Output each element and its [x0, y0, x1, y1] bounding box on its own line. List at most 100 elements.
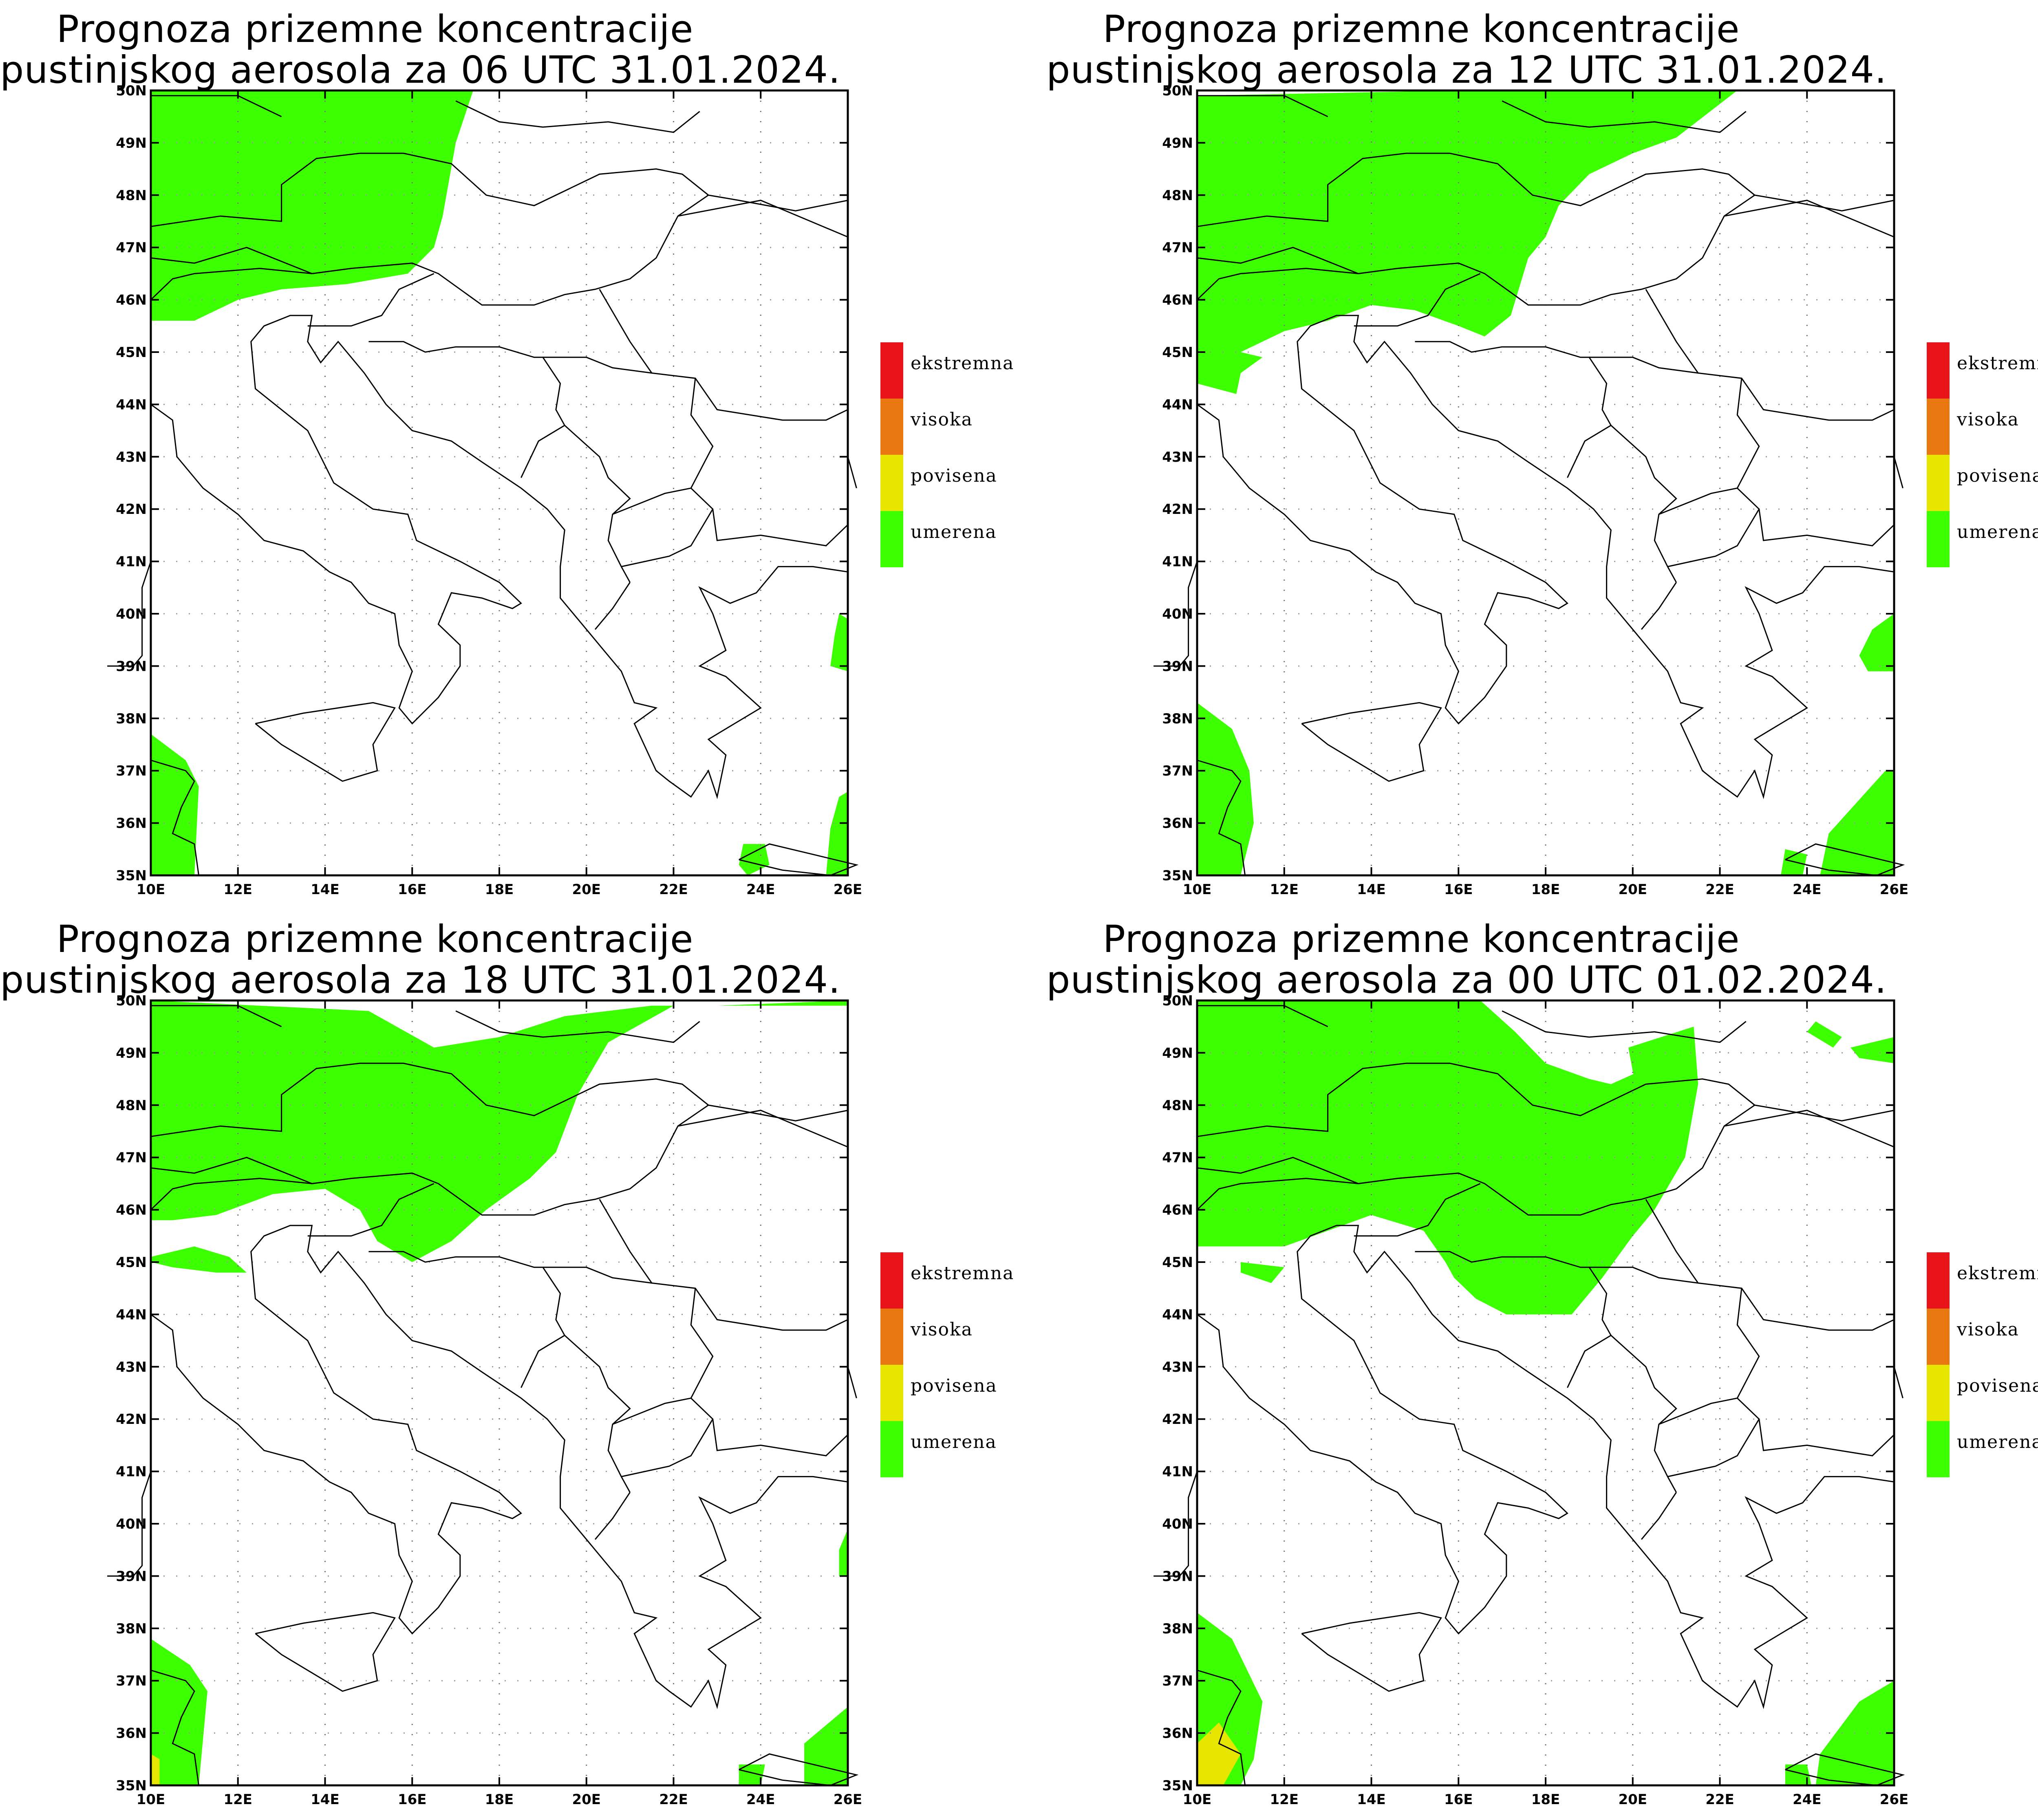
coastline [255, 1612, 396, 1692]
lon-tick-label: 24E [1793, 1791, 1822, 1808]
lat-tick-label: 43N [1162, 1359, 1193, 1375]
country-border [621, 378, 714, 567]
lon-tick-label: 14E [1357, 881, 1386, 898]
lat-tick-label: 45N [116, 1254, 147, 1271]
lon-tick-label: 10E [137, 1791, 165, 1808]
lat-tick-label: 42N [116, 1411, 147, 1428]
country-border [1197, 152, 1895, 227]
country-border [455, 100, 700, 133]
panel-title-line2: pustinjskog aerosola za 18 UTC 31.01.202… [0, 958, 841, 1002]
country-border [543, 1267, 848, 1331]
country-border [1502, 1010, 1747, 1043]
legend-label-povisena: povisena [1957, 465, 2038, 486]
legend-label-ekstremna: ekstremna [1957, 353, 2038, 374]
lat-tick-label: 36N [1162, 1725, 1193, 1742]
lat-tick-label: 41N [116, 554, 147, 570]
country-border [1589, 357, 1895, 421]
country-border [1645, 289, 1699, 374]
country-border [564, 1335, 631, 1493]
map-00utc: 10E 12E 14E 16E 18E 20E 22E 24E 26E 35N 36N 37N 38N 3… [1154, 993, 1908, 1808]
lat-tick-label: 35N [1162, 868, 1193, 884]
lat-tick-label: 45N [116, 344, 147, 361]
lon-tick-label: 22E [659, 881, 688, 898]
lon-tick-label: 16E [1444, 881, 1473, 898]
lon-tick-label: 12E [223, 1791, 252, 1808]
lat-tick-label: 40N [116, 1516, 147, 1532]
country-border [543, 357, 848, 421]
dust-moderate-area [1197, 703, 1254, 875]
lon-tick-label: 20E [1618, 881, 1647, 898]
dust-moderate-area [1807, 1021, 1842, 1048]
country-border [599, 289, 653, 374]
lat-tick-label: 39N [1162, 658, 1193, 674]
country-border [1354, 1183, 1481, 1237]
lat-tick-label: 41N [116, 1464, 147, 1480]
forecast-panel-12utc: Prognoza prizemne koncentracije pustinjs… [1046, 0, 2038, 910]
country-border [1667, 378, 1760, 567]
lat-tick-label: 48N [116, 187, 147, 204]
lon-tick-label: 24E [746, 881, 775, 898]
lon-tick-label: 16E [1444, 1791, 1473, 1808]
country-border [1724, 200, 1895, 238]
country-border [621, 1288, 714, 1477]
lat-tick-label: 44N [1162, 397, 1193, 413]
lon-tick-label: 14E [311, 881, 340, 898]
lat-tick-label: 41N [1162, 554, 1193, 570]
lon-tick-label: 24E [1793, 881, 1822, 898]
lat-tick-label: 38N [1162, 1621, 1193, 1637]
legend-swatch-povisena [880, 1365, 903, 1421]
country-border [594, 1492, 631, 1540]
country-border [1589, 1267, 1895, 1331]
panel-title-line1: Prognoza prizemne koncentracije [56, 7, 694, 51]
lon-tick-label: 20E [572, 881, 601, 898]
lat-tick-label: 47N [116, 1150, 147, 1166]
legend-label-umerena: umerena [1957, 522, 2038, 542]
lon-tick-label: 22E [659, 1791, 688, 1808]
lat-tick-label: 39N [116, 1568, 147, 1584]
panel-title: Prognoza prizemne koncentracije pustinjs… [1046, 9, 1886, 90]
lon-tick-label: 12E [223, 881, 252, 898]
lon-tick-label: 26E [834, 881, 862, 898]
country-border [1354, 273, 1481, 327]
lon-tick-label: 22E [1705, 1791, 1734, 1808]
legend-label-povisena: povisena [911, 1375, 997, 1396]
legend-label-umerena: umerena [911, 522, 997, 542]
lat-tick-label: 37N [116, 1673, 147, 1689]
dust-moderate-area [826, 791, 848, 875]
legend-label-visoka: visoka [911, 1319, 973, 1340]
dust-elevated-area [1197, 1722, 1241, 1785]
coastline [150, 1225, 848, 1710]
lat-tick-label: 45N [1162, 1254, 1193, 1271]
coastline [739, 1753, 859, 1786]
coastline [150, 315, 848, 800]
lat-tick-label: 47N [1162, 1150, 1193, 1166]
dust-moderate-area [1859, 614, 1894, 672]
legend: ekstremna visoka povisena umerena [1927, 342, 2038, 571]
lat-tick-label: 36N [116, 1725, 147, 1742]
coastline [739, 843, 859, 876]
lat-tick-label: 39N [116, 658, 147, 674]
lat-tick-label: 35N [1162, 1778, 1193, 1794]
lat-tick-label: 50N [116, 993, 147, 1009]
country-border [150, 1104, 709, 1216]
panel-title-line2: pustinjskog aerosola za 00 UTC 01.02.202… [1046, 958, 1887, 1002]
lon-tick-label: 14E [311, 1791, 340, 1808]
lon-tick-label: 16E [398, 881, 427, 898]
country-border [564, 425, 631, 583]
legend-swatch-povisena [1927, 1365, 1950, 1421]
lat-tick-label: 37N [1162, 1673, 1193, 1689]
lon-tick-label: 16E [398, 1791, 427, 1808]
lat-tick-label: 40N [116, 606, 147, 622]
lon-tick-label: 20E [1618, 1791, 1647, 1808]
dust-moderate-area [1197, 1000, 1698, 1315]
legend-swatch-umerena [1927, 1421, 1950, 1477]
dust-moderate-area [739, 844, 770, 875]
lat-tick-label: 35N [116, 868, 147, 884]
dust-moderate-area [830, 614, 848, 672]
coastline [1197, 315, 1895, 800]
country-border [1758, 1419, 1895, 1456]
forecast-panel-06utc: Prognoza prizemne koncentracije pustinjs… [0, 0, 1046, 910]
coastline [1197, 760, 1246, 876]
country-border [1659, 487, 1738, 515]
country-border [1724, 1110, 1895, 1148]
